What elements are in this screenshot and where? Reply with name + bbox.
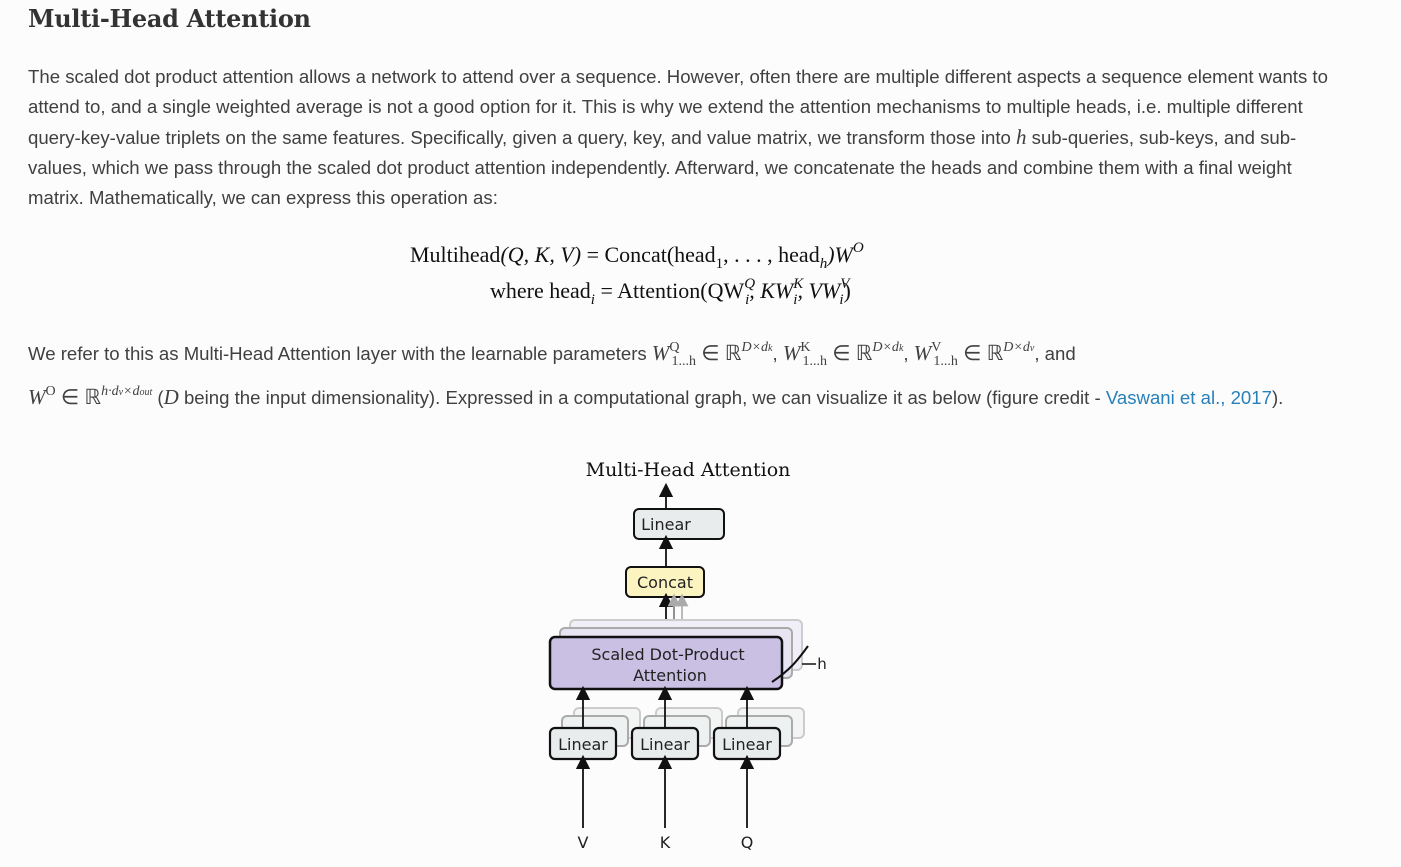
intro-text-after: sub-queries, sub-keys, and sub-values, w…: [28, 127, 1297, 208]
linear-k-label: Linear: [640, 735, 690, 754]
figure-title: Multi-Head Attention: [586, 459, 791, 481]
section-title: Multi-Head Attention: [28, 4, 311, 33]
intro-paragraph: The scaled dot product attention allows …: [28, 62, 1348, 213]
attention-label-line1: Scaled Dot-Product: [591, 645, 744, 664]
linear-v-label: Linear: [558, 735, 608, 754]
concat-label: Concat: [637, 573, 693, 592]
h-label: h: [817, 655, 827, 673]
input-v-label: V: [578, 833, 589, 852]
linear-q-label: Linear: [722, 735, 772, 754]
input-k-label: K: [660, 833, 671, 852]
linear-output-label: Linear: [641, 515, 691, 534]
h-brace: [771, 645, 809, 683]
intro-text: The scaled dot product attention allows …: [28, 66, 1328, 148]
vaswani-citation-link[interactable]: Vaswani et al., 2017: [1105, 387, 1272, 408]
wq-symbol: W: [651, 341, 670, 365]
params-paragraph: We refer to this as Multi-Head Attention…: [28, 340, 1284, 409]
multihead-attention-diagram: Multi-Head Attention Linear Concat Scale…: [540, 450, 860, 860]
equation-line-2: where headi = Attention(QWQi, KWKi, VWVi…: [490, 276, 851, 308]
linear-output-box: [633, 508, 725, 540]
attention-label-line2: Attention: [633, 666, 707, 685]
equation-line-1: Multihead(Q, K, V) = Concat(head1, . . .…: [410, 240, 864, 272]
h-symbol: h: [1016, 125, 1027, 149]
input-q-label: Q: [741, 833, 754, 852]
